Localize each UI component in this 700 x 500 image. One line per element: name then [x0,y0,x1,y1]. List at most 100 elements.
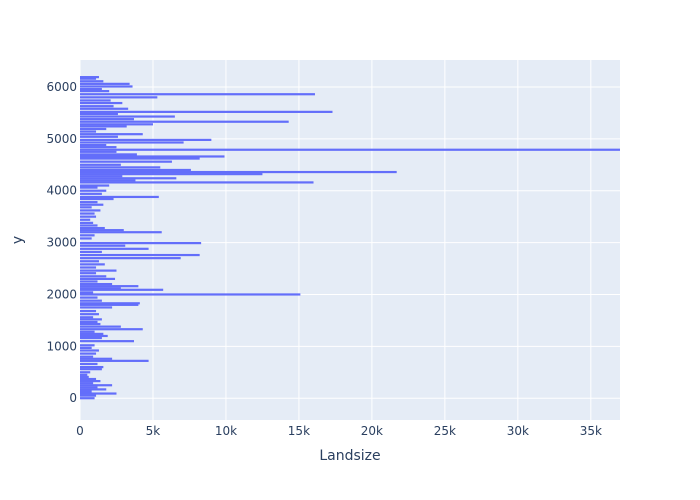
x-tick-label: 0 [76,424,84,438]
y-tick-label: 6000 [46,80,77,94]
bar [80,160,172,163]
bar [80,218,91,221]
bar [80,253,200,257]
bar [80,163,121,166]
bar [80,299,102,302]
bar [80,318,102,321]
bar [80,201,98,204]
bar [80,141,184,144]
bar [80,118,134,121]
bar [80,285,139,288]
bar [80,125,127,128]
y-axis-title: y [10,236,26,244]
bar [80,340,134,343]
bar [80,170,397,174]
bar [80,346,92,349]
bar [80,231,162,234]
bar [80,336,102,340]
bar [80,127,107,131]
x-tick-label: 20k [361,424,383,438]
bar [80,123,153,126]
y-tick-label: 0 [69,391,77,405]
y-axis-tick-labels: 0 1000 2000 3000 4000 5000 6000 [46,80,77,405]
bar [80,362,98,366]
bar [80,388,107,391]
bar [80,130,97,133]
bar [80,394,97,397]
bar [80,386,98,389]
bar [80,189,107,192]
bar [80,320,98,324]
bar [80,325,121,328]
bar [80,155,225,158]
bar [80,215,97,218]
bar [80,359,149,362]
plot-background [80,60,620,420]
bar [80,85,133,88]
y-tick-label: 5000 [46,132,77,146]
bar [80,269,117,272]
bar [80,237,92,240]
bar [80,288,164,291]
bar [80,226,105,230]
bar [80,365,104,369]
bar [80,332,104,335]
bar [80,277,116,281]
bar [80,260,99,263]
bar [80,80,104,83]
bar [80,175,123,178]
bar [80,296,98,299]
bar [80,195,159,199]
bar [80,257,181,260]
bar [80,146,117,149]
bar [80,93,315,96]
x-axis-title: Landsize [319,448,380,464]
x-tick-label: 30k [507,424,529,438]
bar [80,352,97,355]
x-tick-label: 25k [434,424,456,438]
bar [80,177,177,180]
bar [80,143,107,147]
bar [80,244,126,247]
x-tick-label: 35k [580,424,602,438]
bar [80,107,129,110]
bar [80,392,117,395]
bar [80,229,124,232]
bar [80,303,139,306]
bar [80,77,97,80]
bar [80,287,121,290]
bar [80,280,98,283]
bar [80,282,113,286]
bar [80,90,110,93]
bar [80,371,91,374]
bar [80,112,118,116]
bar [80,82,130,85]
bars [80,76,620,400]
bar [80,87,102,91]
bar [80,224,98,227]
bar [80,203,104,206]
bar [80,76,99,79]
bar [80,330,95,333]
bar [80,390,92,393]
bar [80,148,620,151]
bar [80,105,114,108]
bar [80,192,102,195]
bar [80,166,161,169]
bar [80,242,202,245]
bar [80,221,94,224]
bar [80,263,105,266]
x-tick-label: 10k [215,424,237,438]
bar [80,138,212,141]
bar [80,115,175,118]
bar [80,328,143,331]
bar [80,110,333,113]
bar [80,120,289,123]
bar [80,266,97,269]
bar [80,379,101,383]
bar [80,368,102,371]
bar [80,181,314,184]
bar [80,212,95,215]
y-tick-label: 3000 [46,236,77,250]
